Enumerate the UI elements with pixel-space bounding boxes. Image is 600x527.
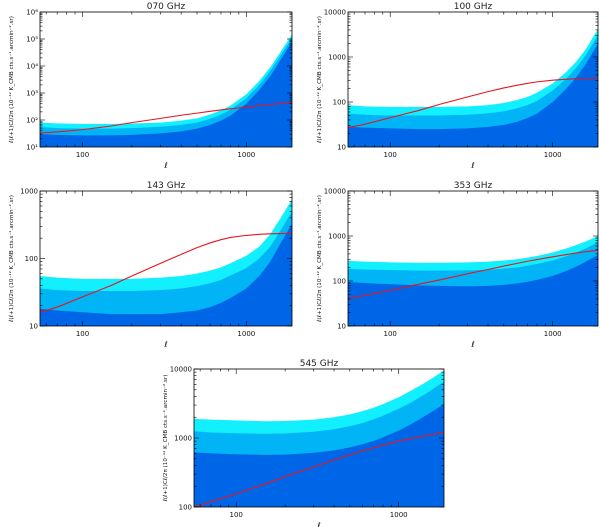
y-axis-label-prefix: ℓ(ℓ+1)Cℓ/2π [316,109,323,144]
panel-title: 070 GHz [147,2,186,12]
x-tick-label: 1000 [544,330,562,338]
y-axis-label-prefix: ℓ(ℓ+1)Cℓ/2π [316,288,323,323]
y-tick-label: 100 [179,504,192,512]
x-axis-label: ℓ [163,161,167,170]
x-tick-label: 1000 [237,151,255,159]
chart-panel: 100 1000 10 100 1000 10000 100 GHz ℓ ℓ(ℓ+1)Cℓ/2π… [316,2,599,170]
plot-area [40,199,292,326]
y-axis-label-unit: (10⁻¹² K_CMB cts.s⁻¹.arcmin⁻².sr) [8,16,15,109]
panel-title: 545 GHz [300,359,339,369]
plot-area [348,236,598,326]
noise-band-inner [40,223,292,326]
chart-panel: 100 1000 100 1000 10000 545 GHz ℓ ℓ(ℓ+1)Cℓ/2π (… [162,359,445,527]
noise-band-inner [348,254,598,326]
chart-panel: 100 1000 10 100 1000 10000 353 GHz ℓ ℓ(ℓ+1)Cℓ/2π… [316,181,599,349]
y-tick-label: 10⁵ [26,36,38,44]
y-axis-label-unit: (10⁻¹² K_CMB cts.s⁻¹.arcmin⁻².sr) [316,16,323,109]
plot-area [194,370,444,507]
y-tick-label: 10000 [170,366,192,374]
noise-band-inner [194,404,444,507]
y-axis-label-unit: (10⁻¹² K_CMB cts.s⁻¹.arcmin⁻².sr) [8,195,15,288]
plot-frame [347,11,599,148]
y-axis-label: ℓ(ℓ+1)Cℓ/2π (10⁻¹² K_CMB cts.s⁻¹.arcmin⁻… [8,195,15,323]
signal-line [194,431,444,507]
y-tick-label: 100 [333,278,346,286]
x-tick-label: 100 [384,151,397,159]
x-tick-label: 1000 [544,151,562,159]
chart-panel: 100 1000 10¹ 10² 10³ 10⁴ 10⁵ 10⁶ 070 GHz ℓ ℓ(ℓ+1)C… [8,2,293,170]
x-tick-label: 100 [76,151,89,159]
y-tick-label: 1000 [20,188,38,196]
y-axis-label: ℓ(ℓ+1)Cℓ/2π (10⁻¹² K_CMB cts.s⁻¹.arcmin⁻… [316,195,323,323]
plot-area [40,34,292,147]
y-axis-label-prefix: ℓ(ℓ+1)Cℓ/2π [8,288,15,323]
x-axis-label: ℓ [163,340,167,349]
y-tick-label: 10000 [324,188,346,196]
y-tick-label: 10000 [324,9,346,17]
y-tick-label: 10 [29,323,38,331]
y-tick-label: 10 [337,144,346,152]
y-tick-label: 10¹ [26,144,38,152]
panel-title: 353 GHz [454,181,493,191]
signal-line [40,101,292,134]
y-tick-label: 1000 [174,435,192,443]
y-axis-label: ℓ(ℓ+1)Cℓ/2π (10⁻¹² K_CMB cts.s⁻¹.arcmin⁻… [316,16,323,144]
y-tick-label: 10⁶ [26,9,38,17]
x-tick-label: 100 [76,330,89,338]
plot-frame [347,190,599,327]
y-axis-label-unit: (10⁻¹² K_CMB cts.s⁻¹.arcmin⁻².sr) [316,195,323,288]
panel-title: 143 GHz [147,181,186,191]
y-tick-label: 100 [333,99,346,107]
y-tick-label: 10⁴ [26,63,38,71]
x-tick-label: 1000 [390,511,408,519]
y-axis-label: ℓ(ℓ+1)Cℓ/2π (10⁻¹² K_CMB cts.s⁻¹.arcmin⁻… [8,16,15,144]
x-tick-label: 100 [384,330,397,338]
chart-panel: 100 1000 10 100 1000 143 GHz ℓ ℓ(ℓ+1)Cℓ/2π (10⁻… [8,181,293,349]
noise-band-inner [40,41,292,147]
y-tick-label: 1000 [328,233,346,241]
x-axis-label: ℓ [316,521,320,527]
x-axis-label: ℓ [470,340,474,349]
y-tick-label: 10² [26,117,38,125]
plot-area [348,28,598,147]
signal-line [348,249,598,300]
y-axis-label: ℓ(ℓ+1)Cℓ/2π (10⁻¹² K_CMB cts.s⁻¹.arcmin⁻… [162,375,169,503]
y-axis-label-unit: (10⁻¹² K_CMB cts.s⁻¹.arcmin⁻².sr) [162,375,169,468]
noise-band-middle [40,211,292,326]
signal-line [348,77,598,129]
y-axis-label-prefix: ℓ(ℓ+1)Cℓ/2π [162,467,169,502]
x-tick-label: 100 [230,511,243,519]
y-tick-label: 10³ [26,90,38,98]
y-tick-label: 100 [25,255,38,263]
x-axis-label: ℓ [470,161,474,170]
y-axis-label-prefix: ℓ(ℓ+1)Cℓ/2π [8,109,15,144]
noise-band-inner [348,43,598,147]
x-tick-label: 1000 [237,330,255,338]
y-tick-label: 1000 [328,54,346,62]
y-tick-label: 10 [337,323,346,331]
plot-frame [39,11,293,148]
panel-title: 100 GHz [454,2,493,12]
signal-line [40,232,292,313]
